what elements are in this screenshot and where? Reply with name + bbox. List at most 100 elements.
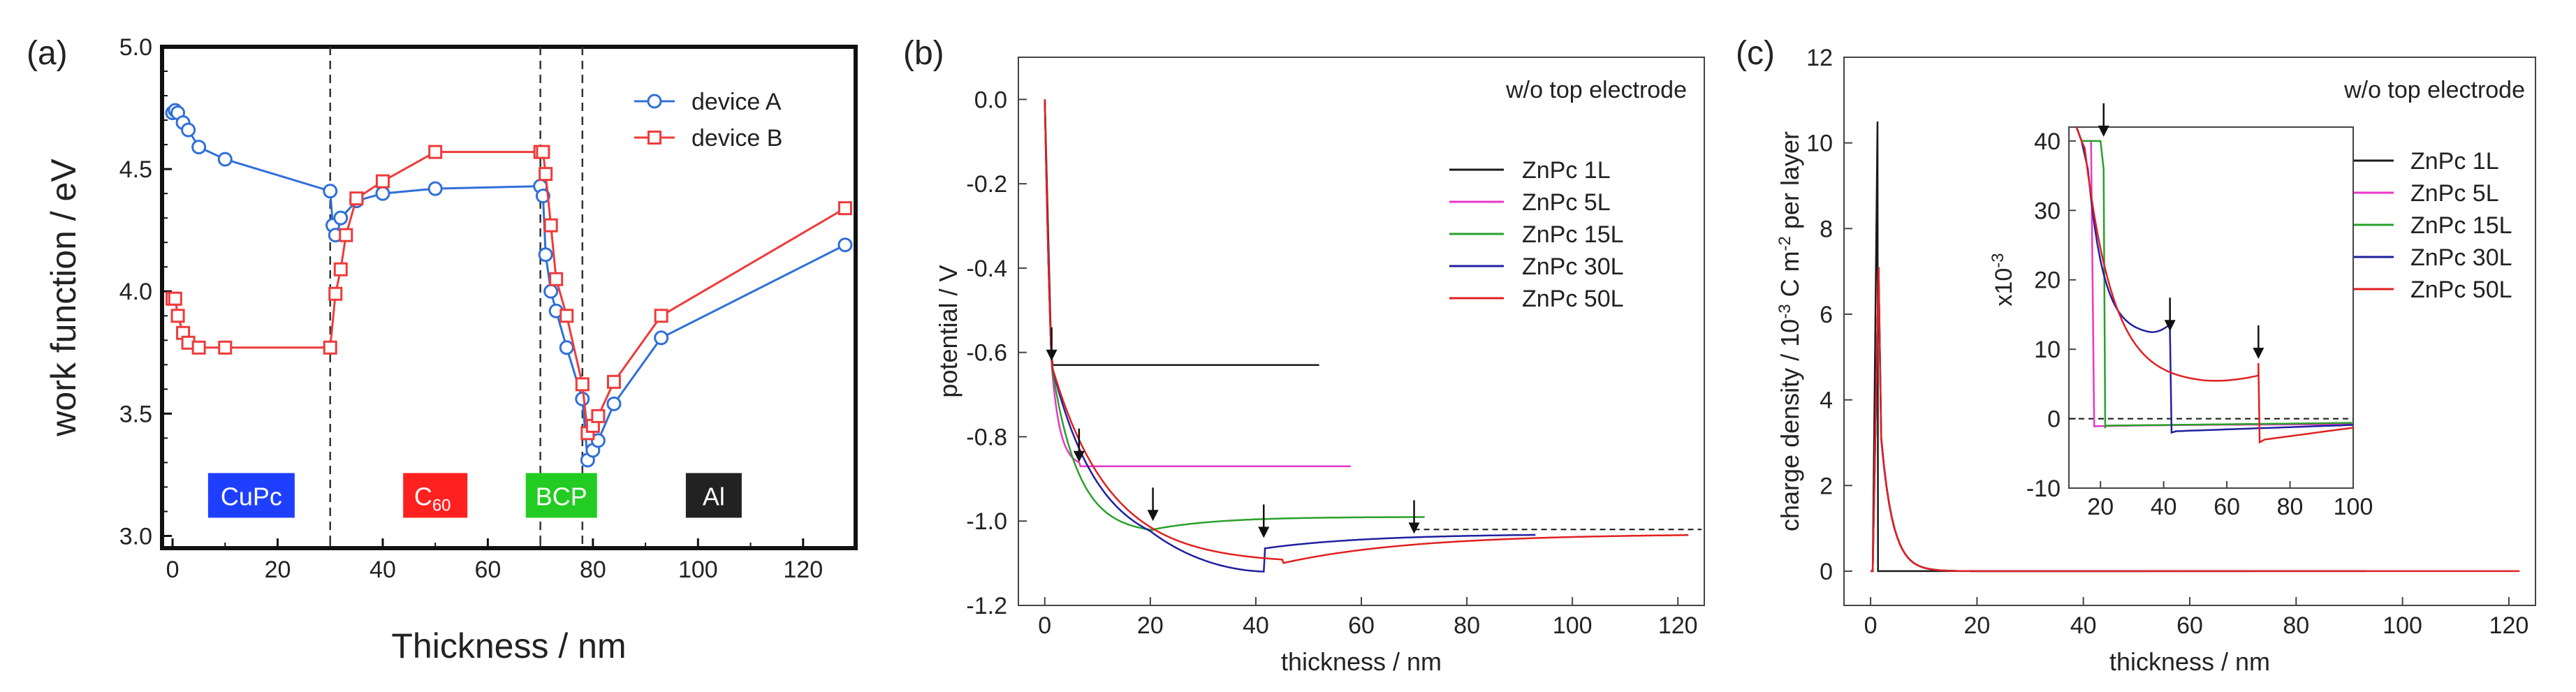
x-tick-label-a: 0 (166, 557, 180, 583)
series-line-b (1044, 99, 1689, 564)
inset-frame (2068, 126, 2354, 489)
layer-label-box (525, 473, 597, 518)
y-tick-label-a: 3.5 (119, 401, 152, 427)
data-point-a (181, 122, 196, 138)
x-tick-label-b: 20 (1137, 612, 1164, 639)
legend-label-b: ZnPc 50L (1522, 286, 1624, 312)
data-point-a (536, 145, 550, 159)
y-axis-title-b: potential / V (934, 265, 963, 397)
data-point-a (559, 340, 574, 355)
data-point-a (591, 408, 606, 423)
inset-x-tick-label: 40 (2151, 494, 2177, 520)
data-point-a (339, 228, 353, 242)
data-point-a (543, 218, 558, 233)
data-point-a (323, 184, 338, 199)
inset-y-tick-label: -10 (2026, 476, 2061, 502)
y-axis-title-c: charge density / 10-3 C m-2 per layer (1776, 131, 1804, 531)
y-tick-label-c: 4 (1820, 388, 1833, 414)
annotation-c: w/o top electrode (2343, 77, 2525, 103)
inset-series-line (2075, 127, 2353, 434)
x-tick-label-c: 80 (2283, 612, 2309, 639)
x-axis-title-c: thickness / nm (2109, 647, 2270, 676)
panel-c-label: (c) (1736, 35, 1775, 72)
data-point-a (539, 167, 553, 182)
inset-x-tick-label: 80 (2277, 494, 2304, 520)
inset-y-tick-label: 10 (2034, 337, 2061, 363)
data-point-a (606, 396, 622, 411)
y-tick-label-c: 12 (1806, 45, 1833, 71)
legend-label-b: ZnPc 1L (1522, 157, 1611, 184)
data-point-a (218, 340, 233, 355)
y-tick-label-b: -1.0 (966, 508, 1007, 535)
data-point-a (333, 262, 348, 277)
x-tick-label-a: 60 (474, 557, 501, 583)
x-tick-label-a: 20 (265, 557, 291, 583)
x-tick-label-c: 100 (2383, 612, 2422, 639)
x-tick-label-b: 40 (1243, 612, 1269, 639)
x-axis-title-a: Thickness / nm (391, 626, 626, 665)
data-point-a (375, 186, 390, 201)
x-tick-label-b: 0 (1038, 612, 1051, 639)
inset-arrow-head (2253, 348, 2264, 360)
inset-x-tick-label: 20 (2087, 494, 2114, 520)
data-point-a (575, 391, 590, 406)
data-point-a (535, 189, 550, 204)
x-tick-label-b: 100 (1553, 612, 1593, 639)
data-point-a (170, 309, 185, 323)
layer-label-text: CuPc (221, 482, 282, 510)
x-tick-label-c: 0 (1864, 612, 1878, 639)
data-point-a (191, 340, 206, 355)
data-point-a (168, 291, 182, 306)
x-tick-label-b: 120 (1658, 612, 1698, 639)
series-line-b (1044, 99, 1425, 531)
x-tick-label-c: 60 (2176, 612, 2203, 639)
x-tick-label-a: 100 (678, 557, 718, 583)
y-tick-label-b: -0.2 (966, 171, 1007, 198)
series-line-b (1044, 99, 1351, 467)
x-tick-label-a: 80 (580, 557, 606, 583)
inset-y-tick-label: 20 (2034, 267, 2061, 294)
legend-marker-a (647, 131, 661, 145)
legend-marker-a (647, 94, 662, 109)
x-tick-label-a: 120 (783, 557, 823, 583)
arrow-b-head (1408, 522, 1420, 534)
data-point-a (837, 201, 852, 216)
legend-label-c: ZnPc 1L (2410, 148, 2499, 175)
data-point-a (333, 210, 349, 226)
inset-x-tick-label: 100 (2334, 494, 2373, 520)
layer-label-text: Al (703, 482, 725, 510)
inset-series-line (2075, 127, 2353, 444)
data-point-a (217, 152, 233, 167)
series-line-a (171, 109, 846, 464)
y-tick-label-a: 4.0 (119, 279, 152, 305)
y-tick-label-b: -0.8 (966, 424, 1007, 450)
panel-b: (b) 0 20 40 60 80 100 120 0.0 -0.2 -0.4 -0.6 -0.8 -1… (903, 35, 1705, 676)
data-point-a (590, 433, 606, 448)
y-tick-label-a: 4.5 (119, 156, 152, 183)
data-point-a (349, 191, 364, 206)
data-point-a (328, 286, 343, 301)
arrow-b-head (1073, 450, 1085, 462)
layer-label-box (403, 473, 468, 518)
x-tick-label-c: 120 (2489, 612, 2529, 639)
data-point-a (191, 140, 207, 155)
inset-y-axis-title: x10-3 (1989, 253, 2017, 306)
legend-label-b: ZnPc 15L (1522, 221, 1624, 248)
data-point-a (606, 374, 621, 389)
plot-frame-a (160, 45, 858, 550)
layer-label-box (685, 473, 742, 518)
arrow-b-head (1147, 510, 1159, 522)
y-tick-label-c: 6 (1820, 302, 1833, 328)
legend-label-a: device B (691, 125, 782, 152)
data-point-a (427, 181, 443, 196)
inset-arrow-head (2098, 125, 2109, 137)
y-tick-label-c: 8 (1820, 216, 1833, 242)
y-tick-label-c: 10 (1806, 131, 1833, 157)
inset-series-group (2075, 127, 2353, 444)
x-tick-label-c: 20 (1963, 612, 1990, 639)
series-line-b (1044, 99, 1319, 367)
series-line-b (1044, 99, 1536, 573)
legend-label-a: device A (691, 89, 782, 115)
